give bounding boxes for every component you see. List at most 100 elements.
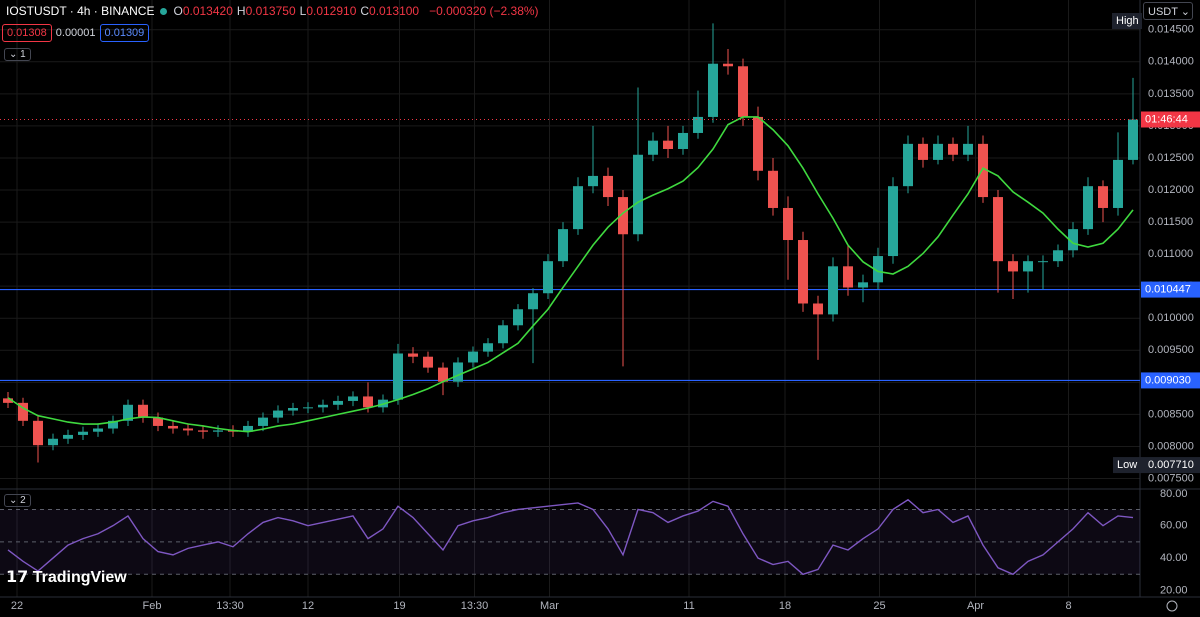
y-tick-label: 0.007500 xyxy=(1148,472,1194,484)
y-tick-label: 0.013500 xyxy=(1148,88,1194,100)
y-tick-label: 0.012500 xyxy=(1148,152,1194,164)
candle-body xyxy=(93,428,103,432)
candle-body xyxy=(738,66,748,117)
candle-body xyxy=(1053,250,1063,262)
candle-body xyxy=(543,261,553,294)
currency-button[interactable]: USDT ⌄ xyxy=(1143,2,1193,20)
candle-body xyxy=(828,266,838,315)
candle-body xyxy=(858,282,868,288)
header: IOSTUSDT · 4h · BINANCE O0.013420 H0.0137… xyxy=(6,4,539,18)
level-badge xyxy=(1141,372,1200,389)
candle-body xyxy=(693,116,703,133)
status-dot xyxy=(160,7,168,15)
candle-body xyxy=(108,420,118,429)
candle-body xyxy=(1083,186,1093,230)
candle-body xyxy=(993,197,1003,262)
x-tick-label: 13:30 xyxy=(216,600,244,612)
brand-name: TradingView xyxy=(32,569,127,586)
ohlc: O0.013420 H0.013750 L0.012910 C0.013100 xyxy=(173,4,423,18)
pane-number: 1 xyxy=(20,49,26,60)
candle-body xyxy=(78,431,88,435)
candle-body xyxy=(723,63,733,67)
settings-icon[interactable] xyxy=(1166,600,1178,612)
candle-body xyxy=(483,343,493,352)
candle-body xyxy=(153,417,163,426)
ohlc-value: 0.013750 xyxy=(245,4,296,18)
candle-body xyxy=(588,175,598,187)
symbol[interactable]: IOSTUSDT · 4h · BINANCE xyxy=(6,4,155,18)
candle-body xyxy=(333,400,343,405)
candle-body xyxy=(393,353,403,400)
candle-body xyxy=(963,143,973,155)
candle-body xyxy=(213,430,223,432)
candle-body xyxy=(183,428,193,431)
y-tick-label: 0.011500 xyxy=(1148,216,1193,228)
countdown: 01:46:44 xyxy=(1145,113,1188,125)
x-tick-label: 11 xyxy=(683,600,694,612)
candle-body xyxy=(138,404,148,418)
candle-body xyxy=(63,434,73,439)
candle-body xyxy=(948,143,958,155)
candle-body xyxy=(768,170,778,208)
candle-body xyxy=(978,143,988,198)
candle-body xyxy=(3,398,13,403)
candle-body xyxy=(453,362,463,382)
candle-body xyxy=(633,154,643,235)
candle-body xyxy=(618,197,628,235)
level-badge xyxy=(1141,281,1200,298)
ohlc-key: C xyxy=(360,4,370,18)
candle-body xyxy=(318,404,328,408)
candle-body xyxy=(783,207,793,241)
candle-body xyxy=(663,140,673,149)
low-value: 0.007710 xyxy=(1148,459,1194,471)
candle-body xyxy=(363,396,373,408)
x-tick-label: 12 xyxy=(302,600,314,612)
candle-body xyxy=(468,351,478,363)
candle-body xyxy=(258,417,268,426)
x-tick-label: Mar xyxy=(540,600,559,612)
candle-body xyxy=(918,143,928,160)
candle-body xyxy=(528,293,538,310)
candle-body xyxy=(1068,229,1078,251)
level-label: 0.010447 xyxy=(1145,283,1191,295)
quote-badges: 0.01308 0.00001 0.01309 xyxy=(2,24,150,42)
rsi-tick-label: 20.00 xyxy=(1160,584,1188,596)
bid[interactable]: 0.01308 xyxy=(2,24,52,42)
ohlc-value: 0.013420 xyxy=(182,4,233,18)
level-label: 0.009030 xyxy=(1145,374,1191,386)
rsi-tick-label: 40.00 xyxy=(1160,552,1188,564)
candle-body xyxy=(288,407,298,411)
y-tick-label: 0.010000 xyxy=(1148,312,1194,324)
x-tick-label: 22 xyxy=(11,600,23,612)
candle-body xyxy=(273,410,283,418)
currency: USDT xyxy=(1148,6,1178,18)
pane-toggle[interactable]: ⌄ 1 xyxy=(4,48,31,61)
candle-body xyxy=(1128,119,1138,160)
candle-body xyxy=(813,303,823,315)
x-tick-label: 8 xyxy=(1065,600,1071,612)
x-tick-label: 25 xyxy=(873,600,885,612)
candle-body xyxy=(708,63,718,117)
y-tick-label: 0.012000 xyxy=(1148,184,1194,196)
candle-body xyxy=(558,229,568,262)
spread: 0.00001 xyxy=(55,27,96,39)
candle-body xyxy=(33,420,43,446)
candle-body xyxy=(798,240,808,304)
candle-body xyxy=(678,132,688,149)
rsi-tick-label: 60.00 xyxy=(1160,520,1188,532)
pane-number: 2 xyxy=(20,495,26,506)
candle-body xyxy=(873,256,883,283)
candle-body xyxy=(198,430,208,432)
candle-body xyxy=(303,407,313,409)
high-badge xyxy=(1112,13,1142,29)
y-tick-label: 0.014500 xyxy=(1148,24,1194,36)
change: −0.000320 (−2.38%) xyxy=(429,4,539,18)
candle-body xyxy=(1038,261,1048,263)
y-tick-label: 0.011000 xyxy=(1148,248,1193,260)
candle-body xyxy=(438,367,448,382)
ask[interactable]: 0.01309 xyxy=(99,24,150,42)
pane-toggle[interactable]: ⌄ 2 xyxy=(4,494,31,507)
candle-body xyxy=(18,402,28,421)
candle-body xyxy=(888,186,898,257)
